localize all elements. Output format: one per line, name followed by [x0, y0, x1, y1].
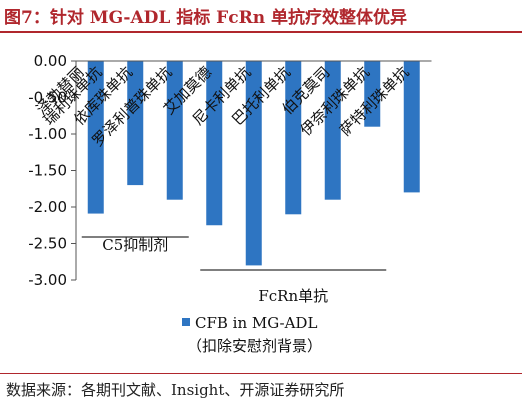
group-label: C5抑制剂: [102, 236, 168, 254]
bar-chart: 0.00 -0.50 -1.00 -1.50 -2.00 -2.50 -3.00 泽勃替丽瑞…: [28, 52, 432, 355]
y-tick-label: -3.00: [28, 271, 67, 289]
figure-title: 图7：针对 MG-ADL 指标 FcRn 单抗疗效整体优异: [4, 8, 408, 28]
bar: [364, 61, 381, 127]
legend-swatch: [182, 318, 190, 326]
footer-divider: [0, 373, 522, 374]
y-tick-label: -1.50: [28, 162, 67, 180]
y-axis: 0.00 -0.50 -1.00 -1.50 -2.00 -2.50 -3.00: [28, 52, 77, 289]
bar: [127, 61, 144, 186]
legend-label: CFB in MG-ADL: [195, 314, 317, 332]
y-tick-label: -0.50: [28, 89, 67, 107]
y-tick-label: 0.00: [34, 52, 67, 70]
bar: [166, 61, 183, 200]
group-brackets: C5抑制剂 FcRn单抗: [81, 236, 387, 305]
category-labels: 泽勃替丽瑞利珠单抗依库珠单抗罗泽利普珠单抗艾加莫德尼卡利单抗巴托利单抗伯克莫司伊…: [32, 63, 412, 150]
bar: [245, 61, 262, 266]
y-tick-label: -1.00: [28, 125, 67, 143]
source-note: 数据来源：各期刊文献、Insight、开源证券研究所: [6, 381, 345, 399]
bars-layer: [76, 60, 432, 266]
legend-note: （扣除安慰剂背景）: [187, 337, 322, 355]
bar: [285, 61, 302, 215]
y-tick-label: -2.00: [28, 198, 67, 216]
bar: [87, 61, 104, 214]
title-divider: [0, 31, 522, 33]
bar: [403, 61, 420, 193]
group-label: FcRn单抗: [258, 287, 328, 305]
bar: [206, 61, 223, 226]
bar: [324, 61, 341, 200]
legend: CFB in MG-ADL （扣除安慰剂背景）: [182, 314, 322, 355]
y-tick-label: -2.50: [28, 235, 67, 253]
